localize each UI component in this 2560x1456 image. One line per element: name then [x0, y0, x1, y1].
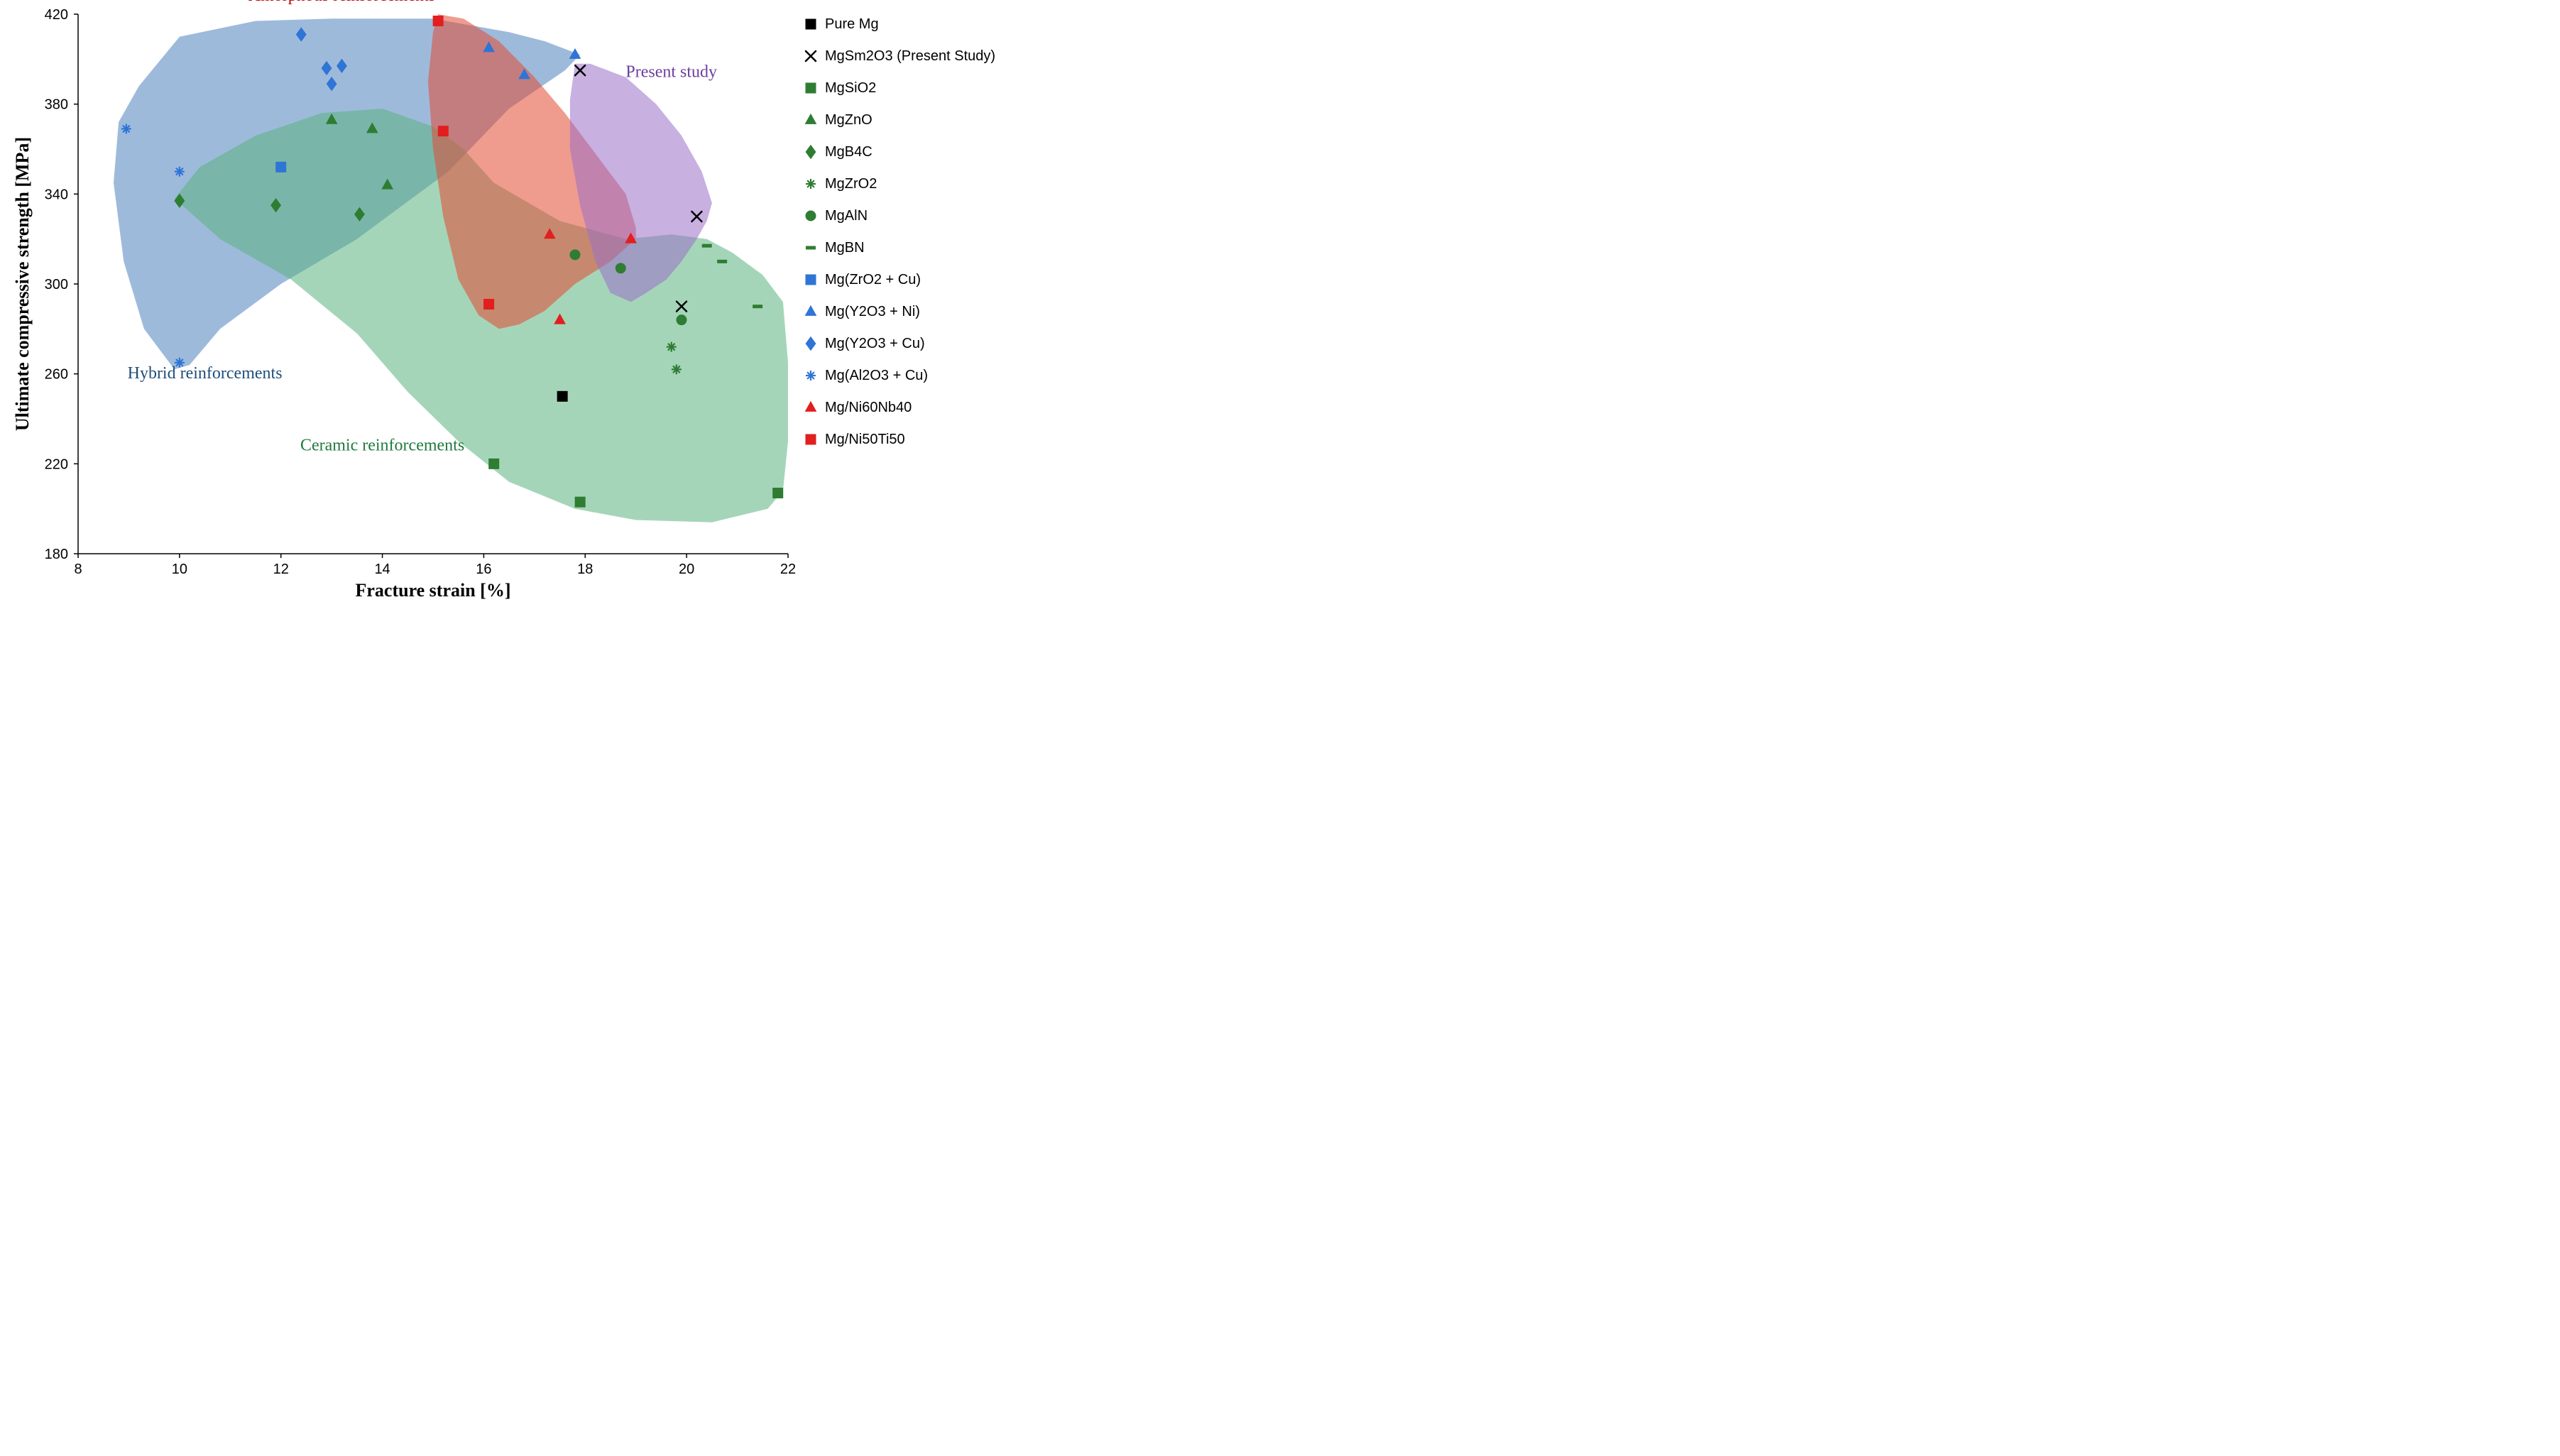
legend-label: Mg/Ni60Nb40	[825, 400, 912, 415]
legend-item-mg_al2o3_cu: Mg(Al2O3 + Cu)	[806, 368, 928, 383]
x-tick-label: 14	[374, 562, 390, 577]
legend-label: Mg(ZrO2 + Cu)	[825, 272, 921, 288]
x-axis-label: Fracture strain [%]	[355, 580, 510, 601]
legend-label: MgZnO	[825, 112, 873, 128]
legend-item-mgb4c: MgB4C	[806, 144, 873, 160]
legend-label: Mg/Ni50Ti50	[825, 432, 905, 447]
region-label-amorphous: Amorphous reinforcements	[248, 0, 435, 5]
legend-label: Mg(Al2O3 + Cu)	[825, 368, 928, 383]
x-tick-label: 8	[74, 562, 82, 577]
legend-item-mgzno: MgZnO	[806, 112, 873, 128]
y-tick-label: 340	[45, 187, 68, 202]
legend-item-mg_y2o3_cu: Mg(Y2O3 + Cu)	[806, 336, 924, 351]
legend-label: MgZrO2	[825, 176, 877, 192]
x-tick-label: 18	[577, 562, 593, 577]
legend-item-mg_zro2_cu: Mg(ZrO2 + Cu)	[806, 272, 921, 288]
legend-label: Mg(Y2O3 + Ni)	[825, 304, 920, 319]
legend: Pure Mg MgSm2O3 (Present Study) MgSiO2 MgZn…	[806, 16, 996, 447]
legend-label: MgBN	[825, 240, 865, 256]
legend-label: Mg(Y2O3 + Cu)	[825, 336, 925, 351]
legend-item-present_x: MgSm2O3 (Present Study)	[806, 48, 995, 64]
legend-label: Pure Mg	[825, 16, 879, 32]
legend-item-mgbn: MgBN	[806, 240, 865, 256]
legend-item-mg_ni50ti50: Mg/Ni50Ti50	[806, 432, 905, 447]
y-tick-label: 300	[45, 277, 68, 292]
chart-svg: 8 10 12 14 16 18 20 22 180 220 260 300 340 380 420 Frac…	[0, 0, 1079, 614]
legend-label: MgB4C	[825, 144, 873, 160]
legend-item-mg_ni60nb40: Mg/Ni60Nb40	[806, 400, 912, 415]
x-tick-label: 22	[780, 562, 796, 577]
legend-item-mgzro2: MgZrO2	[806, 176, 877, 192]
series-mg_zro2_cu	[276, 162, 286, 172]
legend-item-mg_y2o3_ni: Mg(Y2O3 + Ni)	[806, 304, 920, 319]
y-tick-label: 220	[45, 456, 68, 472]
y-axis-label: Ultimate compressive strength [MPa]	[12, 137, 33, 431]
y-tick-label: 180	[45, 547, 68, 562]
x-tick-label: 16	[476, 562, 491, 577]
legend-item-mgaln: MgAlN	[806, 208, 868, 224]
legend-label: MgAlN	[825, 208, 868, 224]
y-tick-label: 260	[45, 367, 68, 383]
y-tick-label: 380	[45, 97, 68, 113]
legend-label: MgSiO2	[825, 80, 876, 96]
legend-item-pure_mg: Pure Mg	[806, 16, 879, 32]
region-label-hybrid: Hybrid reinforcements	[128, 364, 283, 383]
legend-label: MgSm2O3 (Present Study)	[825, 48, 995, 64]
x-tick-label: 10	[172, 562, 187, 577]
x-tick-label: 12	[273, 562, 289, 577]
series-pure_mg	[557, 391, 567, 401]
region-label-present: Present study	[625, 63, 717, 82]
x-tick-label: 20	[679, 562, 694, 577]
chart-container: 8 10 12 14 16 18 20 22 180 220 260 300 340 380 420 Frac…	[0, 0, 1079, 614]
region-label-ceramic: Ceramic reinforcements	[300, 436, 464, 454]
y-tick-label: 420	[45, 7, 68, 23]
legend-item-mgsio2: MgSiO2	[806, 80, 876, 96]
